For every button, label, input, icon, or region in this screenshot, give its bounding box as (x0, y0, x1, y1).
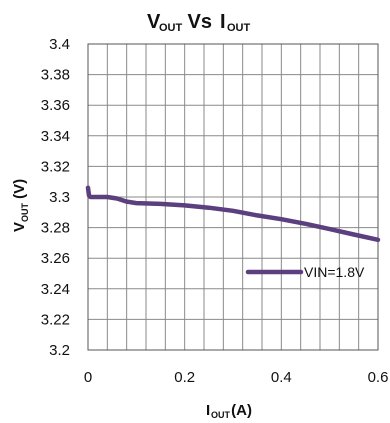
ylabel-sub: OUT (20, 203, 30, 223)
x-tick-label: 0.2 (174, 369, 195, 386)
y-tick-label: 3.38 (41, 67, 70, 84)
x-tick-label: 0.4 (271, 369, 292, 386)
y-axis-label: V OUT (V) (11, 179, 30, 232)
x-tick-label: 0.6 (368, 369, 389, 386)
xlabel-main: I (206, 402, 210, 419)
title-i-sub: OUT (227, 22, 251, 34)
ylabel-main: V (11, 222, 28, 232)
y-tick-label: 3.28 (41, 220, 70, 237)
x-axis-label: I OUT (A) (206, 402, 252, 420)
title-mid: Vs (182, 11, 218, 33)
y-tick-label: 3.24 (41, 281, 70, 298)
legend: VIN=1.8V (245, 264, 365, 280)
series-line (85, 185, 381, 243)
title-v: V (147, 11, 161, 33)
y-axis-ticks: 3.2 3.22 3.24 3.26 3.28 3.3 3.32 3.34 3.36 3.38 3.… (41, 36, 70, 359)
y-tick-label: 3.4 (49, 36, 70, 53)
y-tick-label: 3.22 (41, 311, 70, 328)
y-tick-label: 3.34 (41, 128, 70, 145)
x-tick-label: 0 (84, 369, 92, 386)
legend-label: VIN=1.8V (304, 264, 365, 280)
y-tick-label: 3.3 (49, 189, 70, 206)
series-group (85, 185, 381, 243)
grid (88, 44, 378, 350)
title-v-sub: OUT (159, 22, 183, 34)
ylabel-unit: (V) (11, 179, 28, 203)
title-i: I (220, 11, 226, 33)
chart-title: V OUT Vs I OUT (147, 11, 251, 34)
xlabel-unit: (A) (227, 402, 252, 419)
y-tick-label: 3.26 (41, 250, 70, 267)
y-tick-label: 3.2 (49, 342, 70, 359)
xlabel-sub: OUT (211, 410, 231, 420)
y-tick-label: 3.36 (41, 97, 70, 114)
x-axis-ticks: 0 0.2 0.4 0.6 (84, 369, 389, 386)
y-tick-label: 3.32 (41, 158, 70, 175)
